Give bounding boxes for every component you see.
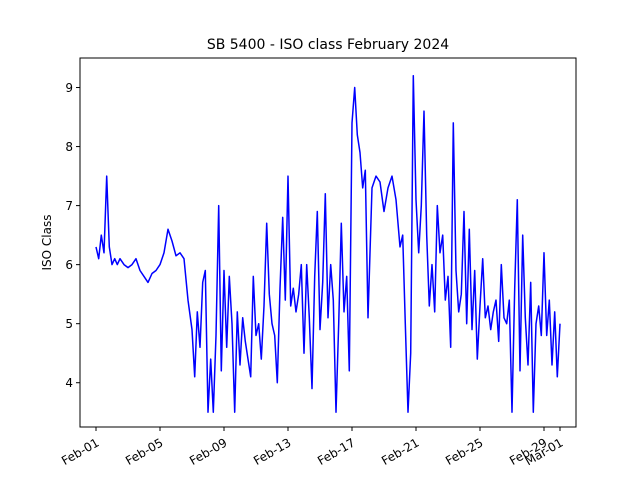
y-tick-label: 9 [65, 81, 73, 95]
y-tick-label: 6 [65, 258, 73, 272]
y-tick-label: 5 [65, 317, 73, 331]
y-axis: 4 5 6 7 8 9 [65, 81, 80, 390]
plot-area [95, 74, 561, 413]
y-tick-label: 8 [65, 140, 73, 154]
plot-frame [79, 57, 577, 428]
chart-title: SB 5400 - ISO class February 2024 [207, 37, 449, 53]
y-axis-label: ISO Class [40, 215, 54, 271]
y-tick-label: 7 [65, 199, 73, 213]
y-tick-label: 4 [65, 376, 73, 390]
series-line-0 [95, 74, 561, 413]
